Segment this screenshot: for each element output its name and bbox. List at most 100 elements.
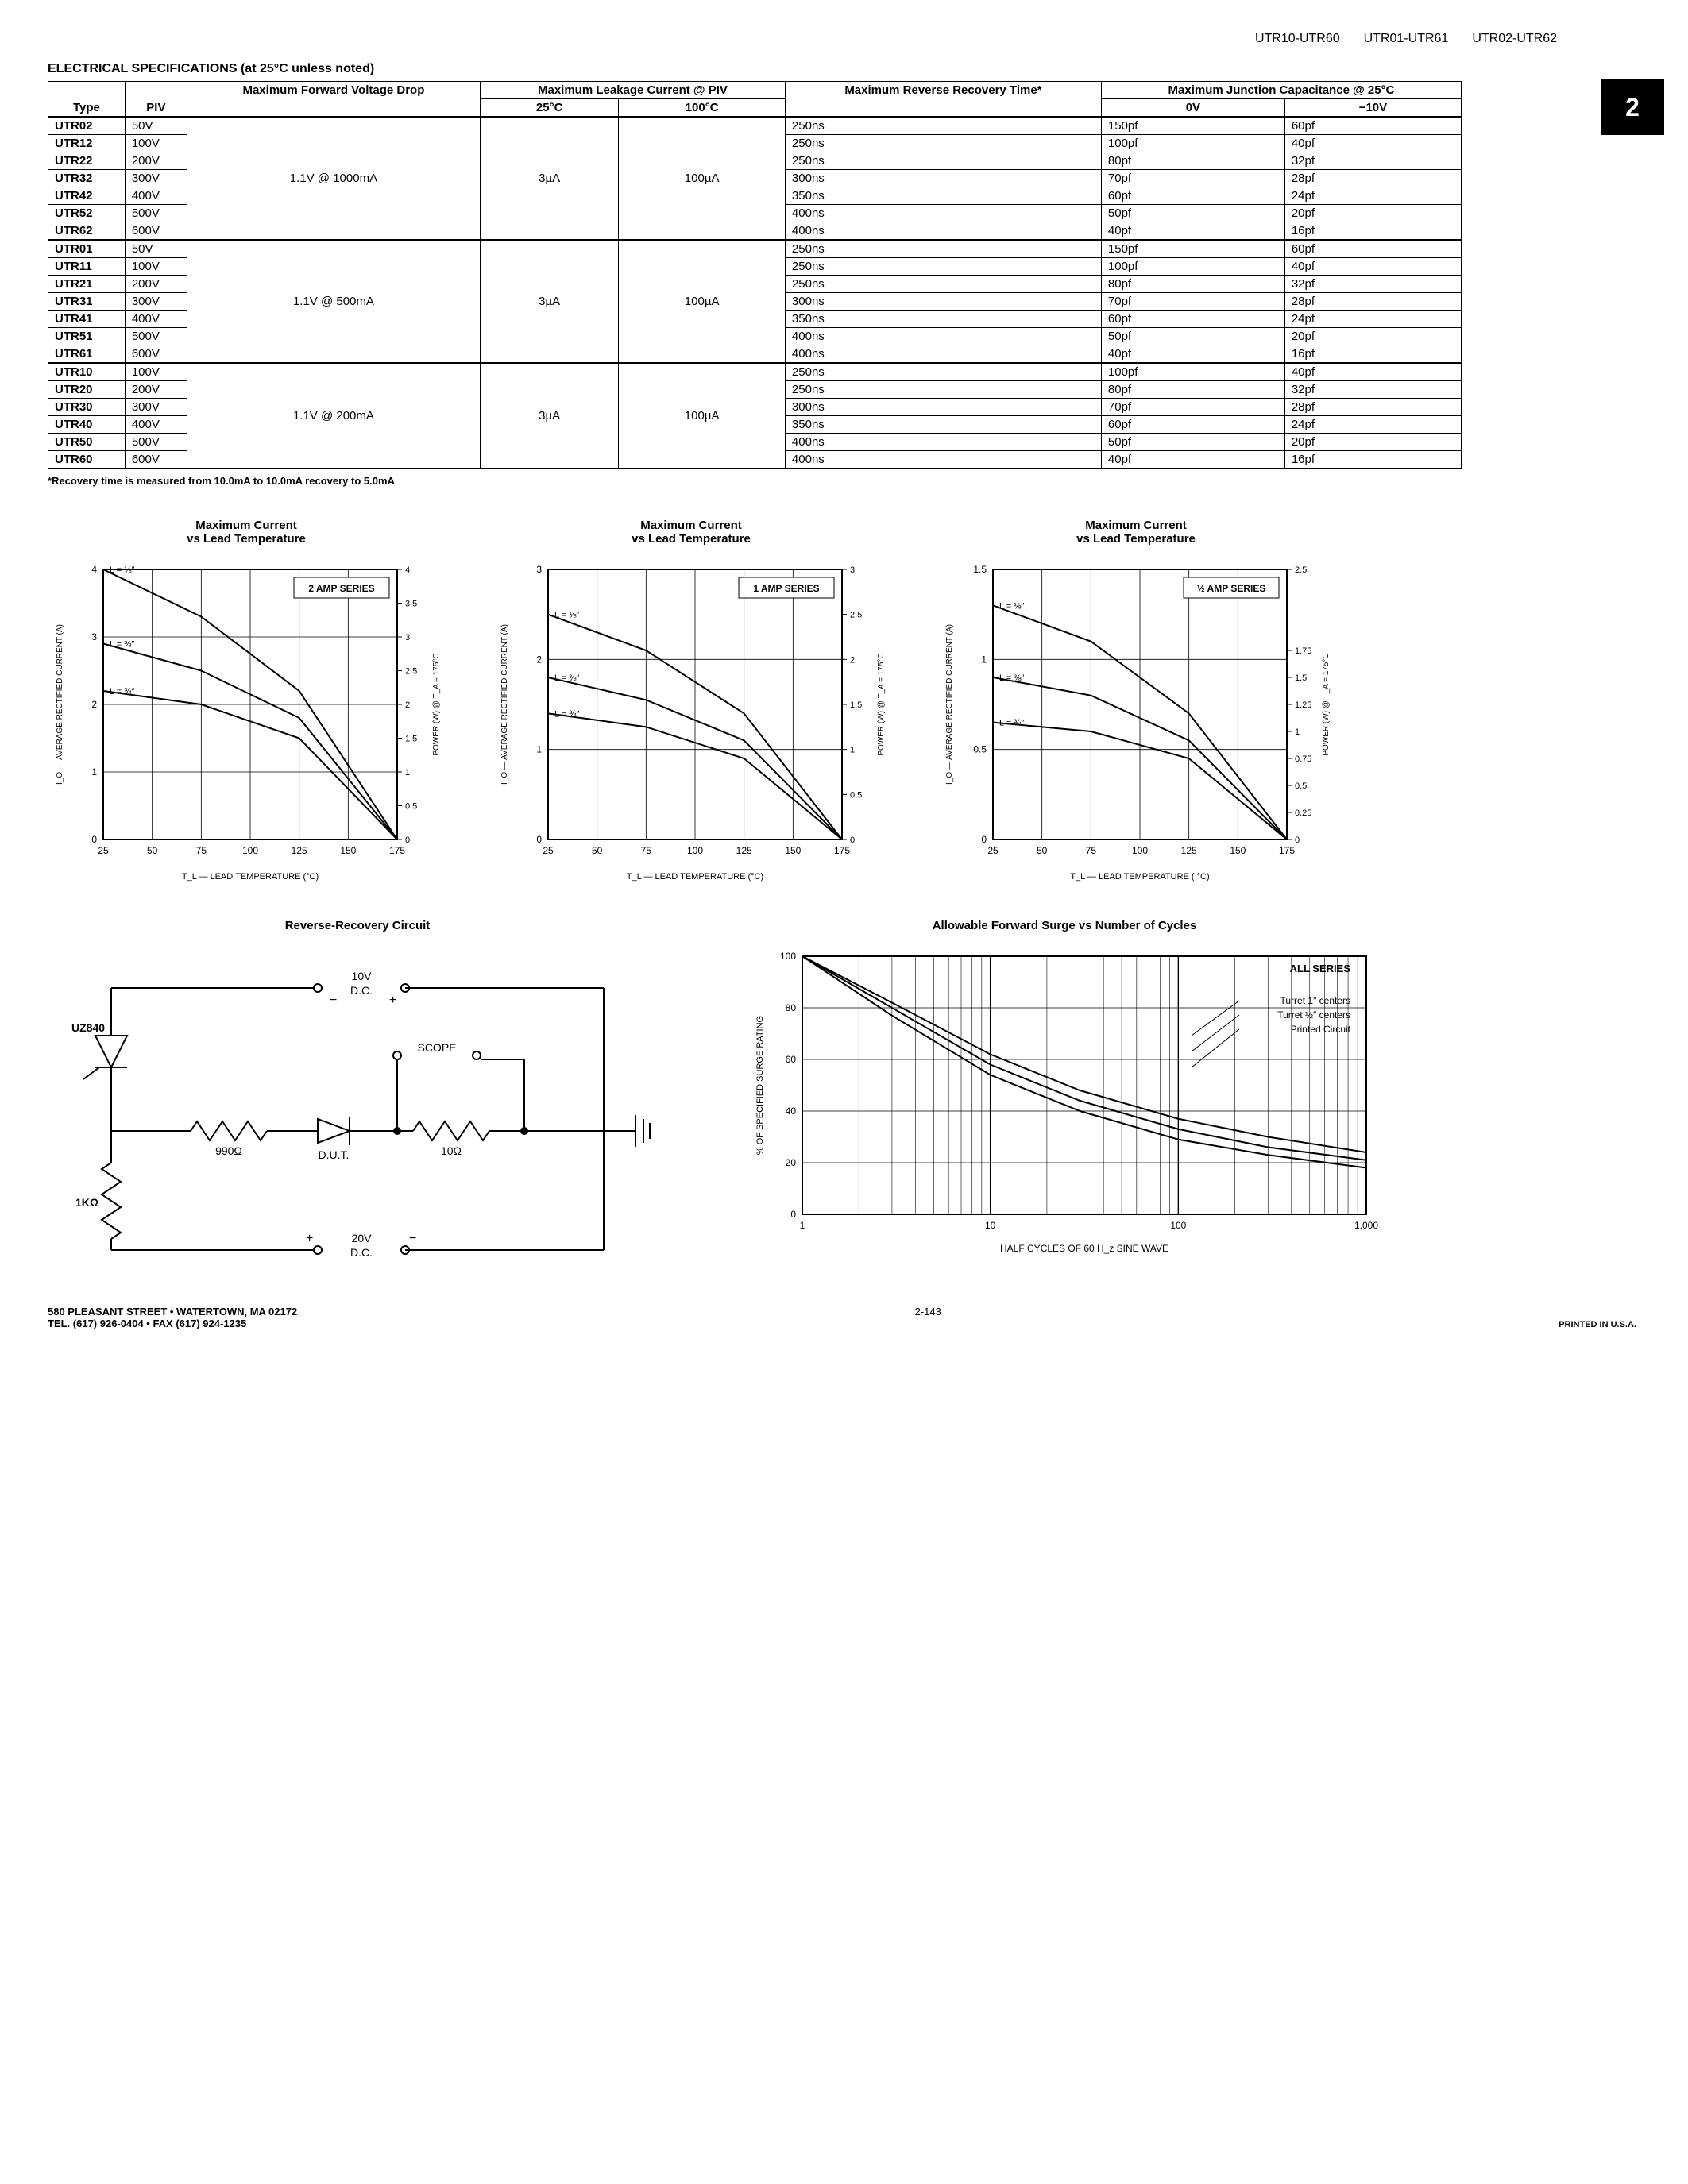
- chart-1amp: Maximum Current vs Lead Temperature 2550…: [492, 519, 890, 887]
- surge-svg: 1101001,000020406080100ALL SERIESTurret …: [747, 940, 1382, 1258]
- bottom-row: Reverse-Recovery Circuit 10VD.C.−+UZ8409…: [48, 919, 1636, 1258]
- svg-text:4: 4: [405, 565, 410, 575]
- svg-text:1,000: 1,000: [1354, 1220, 1378, 1231]
- svg-text:1: 1: [1295, 727, 1300, 737]
- chart-svg: 25507510012515017500.511.500.250.50.7511…: [937, 554, 1335, 887]
- svg-text:10: 10: [985, 1220, 996, 1231]
- svg-text:L = ⅛″: L = ⅛″: [110, 565, 134, 575]
- col-leak-25: 25°C: [480, 99, 618, 118]
- footer-addr2: TEL. (617) 926-0404 • FAX (617) 924-1235: [48, 1318, 297, 1329]
- svg-text:+: +: [306, 1232, 313, 1245]
- svg-text:10Ω: 10Ω: [441, 1144, 462, 1157]
- svg-text:100: 100: [1132, 845, 1148, 856]
- svg-text:125: 125: [736, 845, 752, 856]
- page-tab: 2: [1601, 79, 1664, 135]
- svg-text:100: 100: [780, 951, 796, 962]
- svg-text:1.25: 1.25: [1295, 700, 1311, 710]
- part-range-2: UTR01-UTR61: [1364, 32, 1449, 46]
- svg-text:POWER (W) @ T_A = 175°C: POWER (W) @ T_A = 175°C: [877, 653, 886, 755]
- svg-text:2: 2: [850, 655, 855, 665]
- footer-addr1: 580 PLEASANT STREET • WATERTOWN, MA 0217…: [48, 1306, 297, 1318]
- svg-text:0: 0: [1295, 835, 1300, 845]
- svg-text:75: 75: [1086, 845, 1097, 856]
- col-cj-0v: 0V: [1101, 99, 1284, 118]
- circuit-title: Reverse-Recovery Circuit: [285, 919, 431, 932]
- svg-text:1: 1: [405, 768, 410, 778]
- svg-text:2.5: 2.5: [850, 611, 862, 620]
- svg-text:1: 1: [91, 766, 97, 778]
- col-leak-100: 100°C: [619, 99, 786, 118]
- spec-table: Type PIV Maximum Forward Voltage Drop Ma…: [48, 81, 1462, 469]
- col-leak: Maximum Leakage Current @ PIV: [480, 82, 785, 99]
- svg-text:SCOPE: SCOPE: [417, 1041, 456, 1054]
- svg-text:0: 0: [850, 835, 855, 845]
- col-cj: Maximum Junction Capacitance @ 25°C: [1101, 82, 1461, 99]
- svg-text:1: 1: [981, 654, 987, 665]
- chart-2amp: Maximum Current vs Lead Temperature 2550…: [48, 519, 445, 887]
- svg-text:100: 100: [1170, 1220, 1186, 1231]
- svg-text:150: 150: [340, 845, 356, 856]
- svg-text:10V: 10V: [352, 970, 373, 982]
- svg-text:1.5: 1.5: [850, 700, 862, 710]
- svg-text:75: 75: [196, 845, 207, 856]
- svg-text:175: 175: [389, 845, 405, 856]
- svg-text:1.5: 1.5: [973, 564, 987, 575]
- table-row: UTR10100V1.1V @ 200mA3µA100µA250ns100pf4…: [48, 363, 1462, 381]
- svg-text:ALL SERIES: ALL SERIES: [1290, 963, 1351, 974]
- svg-text:0.25: 0.25: [1295, 808, 1311, 818]
- section-title: ELECTRICAL SPECIFICATIONS (at 25°C unles…: [48, 62, 1636, 76]
- svg-text:2.5: 2.5: [405, 667, 417, 677]
- part-range-3: UTR02-UTR62: [1472, 32, 1557, 46]
- footer-page-number: 2-143: [915, 1306, 941, 1329]
- svg-text:I_O — AVERAGE RECTIFIED CURREN: I_O — AVERAGE RECTIFIED CURRENT (A): [56, 624, 64, 785]
- svg-text:75: 75: [641, 845, 652, 856]
- part-number-header: UTR10-UTR60 UTR01-UTR61 UTR02-UTR62: [48, 32, 1636, 46]
- chart-half-amp: Maximum Current vs Lead Temperature 25 50…: [937, 519, 1335, 887]
- chart-svg: 2550751001251501750123400.511.522.533.54…: [48, 554, 445, 887]
- svg-text:0: 0: [790, 1209, 796, 1220]
- svg-text:L = ⅛″: L = ⅛″: [999, 601, 1024, 611]
- circuit-svg: 10VD.C.−+UZ840990ΩD.U.T.10ΩSCOPE1KΩ20VD.…: [48, 940, 667, 1258]
- svg-text:1KΩ: 1KΩ: [75, 1196, 98, 1209]
- svg-text:Turret 1″ centers: Turret 1″ centers: [1280, 995, 1351, 1006]
- svg-text:POWER (W) @ T_A = 175°C: POWER (W) @ T_A = 175°C: [432, 653, 441, 755]
- svg-text:3: 3: [536, 564, 542, 575]
- svg-text:20V: 20V: [352, 1232, 373, 1244]
- part-range-1: UTR10-UTR60: [1255, 32, 1340, 46]
- svg-text:UZ840: UZ840: [71, 1021, 105, 1034]
- svg-text:Turret ½″ centers: Turret ½″ centers: [1277, 1009, 1350, 1021]
- svg-text:25: 25: [98, 845, 109, 856]
- svg-text:1.5: 1.5: [405, 735, 417, 744]
- col-vf: Maximum Forward Voltage Drop: [187, 82, 480, 118]
- svg-text:L = ⅜″: L = ⅜″: [554, 673, 579, 683]
- table-row: UTR0250V1.1V @ 1000mA3µA100µA250ns150pf6…: [48, 117, 1462, 135]
- svg-text:1 AMP SERIES: 1 AMP SERIES: [753, 583, 819, 594]
- svg-text:100: 100: [242, 845, 258, 856]
- svg-text:60: 60: [786, 1054, 797, 1065]
- chart-title: Maximum Current vs Lead Temperature: [1076, 519, 1196, 546]
- svg-text:3: 3: [405, 633, 410, 642]
- svg-text:0: 0: [536, 834, 542, 845]
- svg-text:0: 0: [981, 834, 987, 845]
- svg-text:2: 2: [536, 654, 542, 665]
- svg-text:0.5: 0.5: [1295, 781, 1307, 791]
- chart-title: Maximum Current vs Lead Temperature: [187, 519, 306, 546]
- page-footer: 580 PLEASANT STREET • WATERTOWN, MA 0217…: [48, 1306, 1636, 1329]
- svg-text:0.5: 0.5: [405, 802, 417, 812]
- svg-text:D.C.: D.C.: [350, 1246, 373, 1258]
- table-footnote: *Recovery time is measured from 10.0mA t…: [48, 475, 1636, 487]
- svg-text:25: 25: [987, 845, 999, 856]
- col-cj-10v: −10V: [1284, 99, 1461, 118]
- col-piv: PIV: [125, 82, 187, 118]
- svg-text:% OF SPECIFIED SURGE RATING: % OF SPECIFIED SURGE RATING: [755, 1016, 765, 1155]
- svg-text:Printed Circuit: Printed Circuit: [1291, 1024, 1351, 1035]
- svg-text:−: −: [330, 994, 337, 1007]
- surge-chart: Allowable Forward Surge vs Number of Cyc…: [747, 919, 1382, 1258]
- svg-text:50: 50: [1037, 845, 1048, 856]
- svg-text:L = ¾″: L = ¾″: [110, 687, 134, 696]
- svg-text:L = ¾″: L = ¾″: [554, 709, 579, 719]
- footer-address: 580 PLEASANT STREET • WATERTOWN, MA 0217…: [48, 1306, 297, 1329]
- svg-text:I_O — AVERAGE RECTIFIED CURREN: I_O — AVERAGE RECTIFIED CURRENT (A): [500, 624, 509, 785]
- svg-text:40: 40: [786, 1106, 797, 1117]
- svg-text:HALF CYCLES OF 60 H_z SINE WAV: HALF CYCLES OF 60 H_z SINE WAVE: [1000, 1243, 1168, 1254]
